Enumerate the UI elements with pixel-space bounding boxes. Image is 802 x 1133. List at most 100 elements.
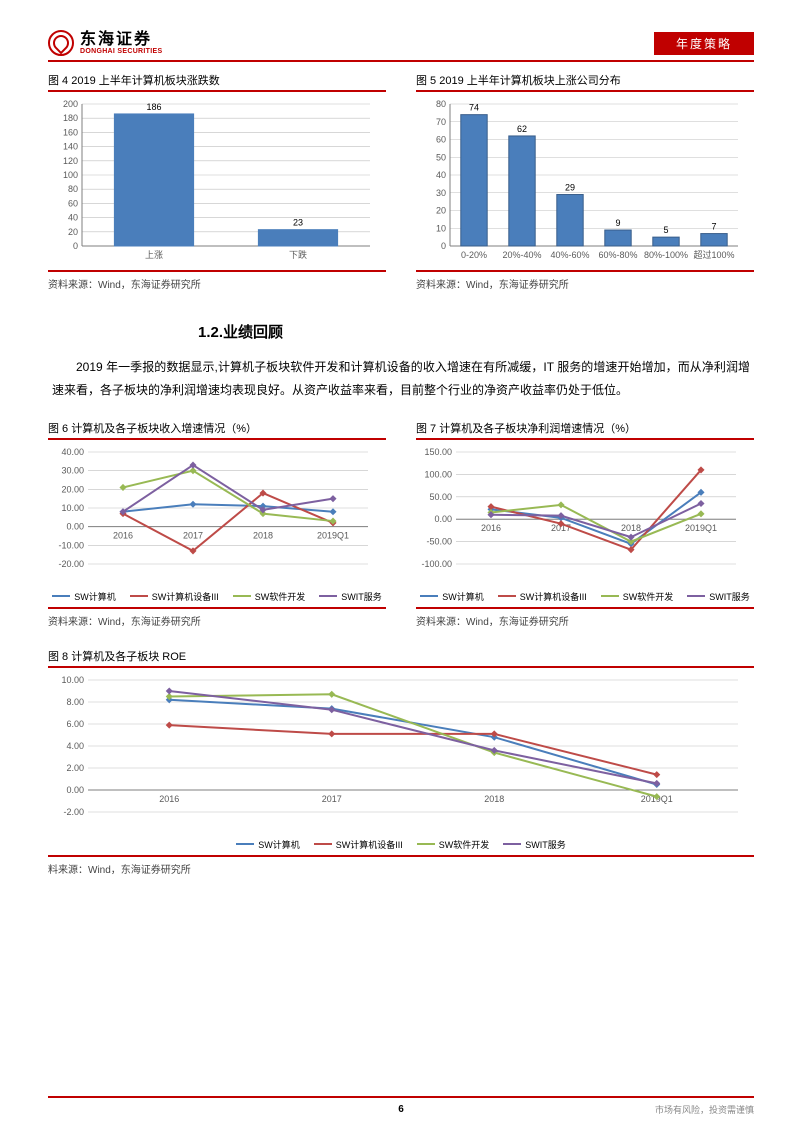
svg-text:-20.00: -20.00 <box>58 559 84 569</box>
fig6-chart: -20.00 -10.00 0.00 10.00 20.00 30.00 40.00 2016… <box>48 444 386 603</box>
svg-text:180: 180 <box>63 113 78 123</box>
svg-text:2016: 2016 <box>159 794 179 804</box>
svg-text:2016: 2016 <box>113 530 133 540</box>
fig7-source: 资料来源：Wind，东海证券研究所 <box>416 607 754 628</box>
legend-item: SWIT服务 <box>503 838 566 851</box>
svg-text:2.00: 2.00 <box>66 763 84 773</box>
svg-text:10.00: 10.00 <box>61 503 84 513</box>
svg-text:62: 62 <box>517 124 527 134</box>
fig4-source: 资料来源：Wind，东海证券研究所 <box>48 270 386 291</box>
page-footer: 6 市场有风险，投资需谨慎 <box>0 1096 802 1115</box>
svg-text:30.00: 30.00 <box>61 465 84 475</box>
logo-en: DONGHAI SECURITIES <box>80 48 162 55</box>
svg-text:40: 40 <box>68 213 78 223</box>
svg-text:30: 30 <box>436 188 446 198</box>
svg-text:100: 100 <box>63 170 78 180</box>
fig5-chart: 01020304050607080740-20%6220%-40%2940%-6… <box>416 96 754 266</box>
svg-text:上涨: 上涨 <box>145 250 163 260</box>
svg-text:60: 60 <box>68 198 78 208</box>
svg-text:200: 200 <box>63 99 78 109</box>
logo-icon <box>48 30 74 56</box>
svg-text:140: 140 <box>63 142 78 152</box>
svg-text:2017: 2017 <box>322 794 342 804</box>
fig6-source: 资料来源：Wind，东海证券研究所 <box>48 607 386 628</box>
svg-text:下跌: 下跌 <box>289 250 307 260</box>
legend-item: SW软件开发 <box>233 590 306 603</box>
fig4-title: 图 4 2019 上半年计算机板块涨跌数 <box>48 72 386 88</box>
svg-text:20.00: 20.00 <box>61 484 84 494</box>
svg-text:150.00: 150.00 <box>424 447 452 457</box>
fig5-title: 图 5 2019 上半年计算机板块上涨公司分布 <box>416 72 754 88</box>
legend-item: SW计算机设备III <box>314 838 403 851</box>
svg-text:-50.00: -50.00 <box>426 536 452 546</box>
svg-text:4.00: 4.00 <box>66 741 84 751</box>
fig6-title: 图 6 计算机及各子板块收入增速情况（%） <box>48 420 386 436</box>
svg-text:23: 23 <box>293 218 303 228</box>
svg-text:20: 20 <box>436 206 446 216</box>
svg-text:-10.00: -10.00 <box>58 540 84 550</box>
svg-text:0: 0 <box>441 241 446 251</box>
svg-text:0.00: 0.00 <box>434 514 452 524</box>
legend-item: SW计算机设备III <box>130 590 219 603</box>
page-header: 东海证券 DONGHAI SECURITIES 年度策略 <box>48 30 754 62</box>
svg-text:80%-100%: 80%-100% <box>644 250 688 260</box>
fig8-title: 图 8 计算机及各子板块 ROE <box>48 648 754 664</box>
svg-text:6.00: 6.00 <box>66 719 84 729</box>
legend-item: SWIT服务 <box>319 590 382 603</box>
legend-item: SW软件开发 <box>417 838 490 851</box>
svg-text:9: 9 <box>615 218 620 228</box>
svg-text:10.00: 10.00 <box>61 675 84 685</box>
svg-text:74: 74 <box>469 103 479 113</box>
svg-text:20: 20 <box>68 227 78 237</box>
legend-item: SW计算机 <box>420 590 484 603</box>
svg-text:2019Q1: 2019Q1 <box>317 530 349 540</box>
logo-cn: 东海证券 <box>80 32 162 48</box>
svg-text:2018: 2018 <box>484 794 504 804</box>
svg-text:2017: 2017 <box>183 530 203 540</box>
svg-text:50.00: 50.00 <box>429 491 452 501</box>
svg-text:2016: 2016 <box>481 523 501 533</box>
header-badge: 年度策略 <box>654 32 754 55</box>
fig7-title: 图 7 计算机及各子板块净利润增速情况（%） <box>416 420 754 436</box>
logo: 东海证券 DONGHAI SECURITIES <box>48 30 162 56</box>
svg-text:40.00: 40.00 <box>61 447 84 457</box>
svg-text:80: 80 <box>68 184 78 194</box>
legend-item: SWIT服务 <box>687 590 750 603</box>
svg-text:120: 120 <box>63 156 78 166</box>
svg-text:0.00: 0.00 <box>66 785 84 795</box>
svg-text:0-20%: 0-20% <box>461 250 487 260</box>
fig5-source: 资料来源：Wind，东海证券研究所 <box>416 270 754 291</box>
svg-text:超过100%: 超过100% <box>693 249 734 260</box>
svg-text:100.00: 100.00 <box>424 469 452 479</box>
section-heading: 1.2.业绩回顾 <box>198 321 754 342</box>
footer-disclaimer: 市场有风险，投资需谨慎 <box>655 1103 754 1116</box>
svg-text:40: 40 <box>436 170 446 180</box>
svg-text:0.00: 0.00 <box>66 521 84 531</box>
svg-text:50: 50 <box>436 152 446 162</box>
svg-text:8.00: 8.00 <box>66 697 84 707</box>
svg-text:2018: 2018 <box>621 523 641 533</box>
svg-text:60: 60 <box>436 135 446 145</box>
svg-text:2018: 2018 <box>253 530 273 540</box>
section-body: 2019 年一季报的数据显示,计算机子板块软件开发和计算机设备的收入增速在有所减… <box>48 356 754 402</box>
svg-text:7: 7 <box>711 222 716 232</box>
legend-item: SW软件开发 <box>601 590 674 603</box>
fig8-chart: -2.00 0.00 2.00 4.00 6.00 8.00 10.00 2016 2017 20… <box>48 672 754 851</box>
svg-text:-100.00: -100.00 <box>421 559 452 569</box>
fig7-chart: -100.00 -50.00 0.00 50.00 100.00 150.00 2016 20… <box>416 444 754 603</box>
svg-text:80: 80 <box>436 99 446 109</box>
svg-text:5: 5 <box>663 225 668 235</box>
legend-item: SW计算机 <box>52 590 116 603</box>
svg-text:0: 0 <box>73 241 78 251</box>
svg-text:20%-40%: 20%-40% <box>502 250 541 260</box>
fig4-chart: 020406080100120140160180200186上涨23下跌 <box>48 96 386 266</box>
svg-text:2019Q1: 2019Q1 <box>685 523 717 533</box>
svg-text:29: 29 <box>565 183 575 193</box>
svg-text:40%-60%: 40%-60% <box>550 250 589 260</box>
svg-text:60%-80%: 60%-80% <box>598 250 637 260</box>
fig8-source: 料来源：Wind，东海证券研究所 <box>48 855 754 876</box>
page-number: 6 <box>398 1104 404 1115</box>
svg-text:160: 160 <box>63 127 78 137</box>
svg-text:-2.00: -2.00 <box>63 807 84 817</box>
svg-text:70: 70 <box>436 117 446 127</box>
